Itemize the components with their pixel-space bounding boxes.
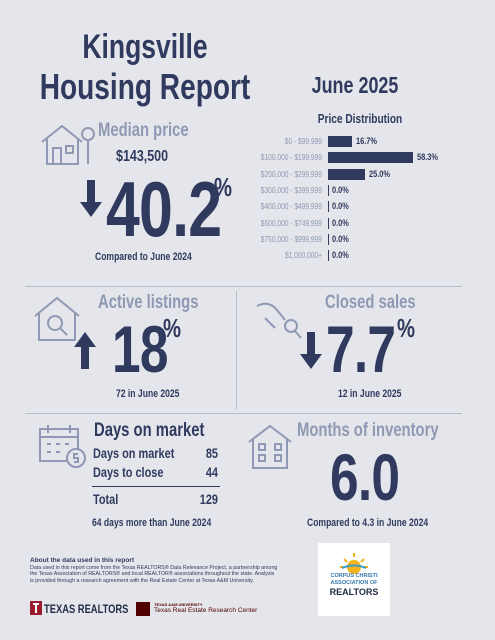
change-unit: % xyxy=(214,172,233,202)
bar-edge xyxy=(328,168,329,180)
change-value: 18 xyxy=(112,312,168,386)
category-label: $500,000 - $749,999 xyxy=(260,217,322,228)
building-icon xyxy=(248,424,292,469)
down-arrow xyxy=(80,180,102,217)
category-label: $400,000 - $499,999 xyxy=(260,201,322,212)
bar-edge xyxy=(328,184,329,196)
note: 72 in June 2025 xyxy=(116,388,180,400)
category-label: $1,000,000+ xyxy=(284,250,322,261)
tamu-mark xyxy=(136,602,150,616)
value-label: 0.0% xyxy=(332,184,349,196)
logo-text: Texas Real Estate Research Center xyxy=(154,607,258,614)
house-icon xyxy=(41,124,95,165)
category-label: $300,000 - $399,999 xyxy=(260,184,322,195)
section-label: Months of inventory xyxy=(297,420,439,441)
up-arrow xyxy=(74,332,96,369)
change-unit: % xyxy=(397,313,416,343)
bar xyxy=(328,168,365,180)
section-label: Median price xyxy=(98,120,189,141)
note: Compared to 4.3 in June 2024 xyxy=(307,517,429,529)
change-value: 7.7 xyxy=(326,312,396,386)
about-text: Data used in this report come from the T… xyxy=(30,565,278,584)
key-hand-icon xyxy=(256,302,302,339)
inventory-value: 6.0 xyxy=(330,440,400,514)
tr-logo-mark xyxy=(30,601,42,615)
value-label: 0.0% xyxy=(332,233,349,245)
down-arrow xyxy=(300,332,322,369)
value-label: 16.7% xyxy=(356,136,378,147)
bar-edge xyxy=(328,136,329,147)
bar-edge xyxy=(328,201,329,213)
row-value: 85 xyxy=(205,445,218,461)
category-label: $750,000 - $999,999 xyxy=(260,233,322,244)
title-line: Housing Report xyxy=(39,66,251,107)
note: Compared to June 2024 xyxy=(95,251,192,263)
logo-text: TEXAS A&M UNIVERSITY xyxy=(154,602,203,607)
logo-text: CORPUS CHRISTI xyxy=(330,573,378,579)
row-value: 129 xyxy=(199,491,218,507)
calendar-icon xyxy=(39,425,86,468)
row-label: Days on market xyxy=(93,445,175,461)
logo-text: ASSOCIATION OF xyxy=(330,580,378,586)
row-label: Total xyxy=(93,491,119,507)
note: 12 in June 2025 xyxy=(338,388,402,400)
bar xyxy=(328,136,353,147)
chart-title: Price Distribution xyxy=(317,111,403,126)
cc-logo: CORPUS CHRISTI ASSOCIATION OF REALTORS xyxy=(318,543,390,616)
rule xyxy=(92,486,220,487)
value-label: 0.0% xyxy=(332,217,349,229)
logo-text: REALTORS xyxy=(329,587,379,597)
median-value: $143,500 xyxy=(116,148,169,165)
section-label: Closed sales xyxy=(325,292,416,313)
value-label: 0.0% xyxy=(332,250,349,262)
report-date: June 2025 xyxy=(311,72,399,98)
divider xyxy=(25,413,462,414)
divider xyxy=(25,286,462,287)
section-label: Active listings xyxy=(98,292,199,313)
category-label: $100,000 - $199,999 xyxy=(260,152,322,163)
bar-edge xyxy=(328,250,329,262)
search-house-icon xyxy=(34,296,80,341)
change-value: 40.2 xyxy=(106,165,222,253)
sun-icon xyxy=(340,553,368,574)
note: 64 days more than June 2024 xyxy=(92,517,212,529)
value-label: 25.0% xyxy=(368,168,390,180)
value-label: 0.0% xyxy=(332,201,349,213)
change-unit: % xyxy=(163,313,182,343)
bar-edge xyxy=(328,217,329,229)
logo-text: TEXAS REALTORS xyxy=(44,602,129,616)
value-label: 58.3% xyxy=(417,152,439,164)
section-label: Days on market xyxy=(94,420,205,441)
divider xyxy=(236,291,237,409)
category-label: $200,000 - $299,999 xyxy=(260,168,322,179)
title-line: Kingsville xyxy=(82,28,208,66)
bar xyxy=(328,152,414,164)
bar-edge xyxy=(328,233,329,245)
row-value: 44 xyxy=(205,464,218,480)
about-title: About the data used in this report xyxy=(30,557,135,564)
category-label: $0 - $99,999 xyxy=(284,136,322,146)
row-label: Days to close xyxy=(93,464,164,480)
bar-edge xyxy=(328,152,329,164)
